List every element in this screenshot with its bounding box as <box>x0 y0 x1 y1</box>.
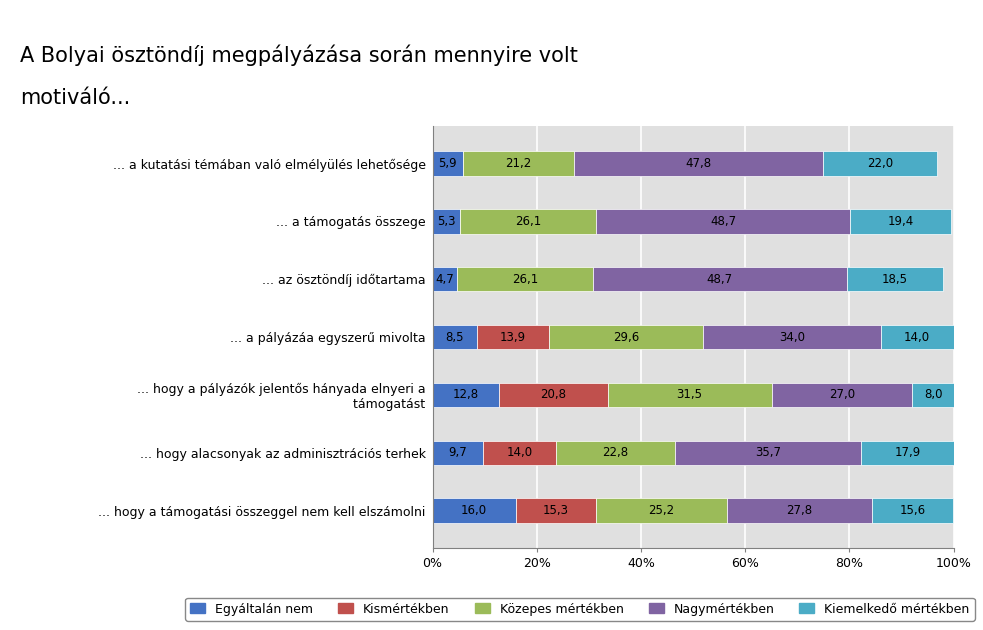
Text: 26,1: 26,1 <box>512 273 538 286</box>
Text: 19,4: 19,4 <box>888 215 913 228</box>
Bar <box>846 267 943 291</box>
Bar <box>463 151 574 176</box>
Bar <box>433 383 499 407</box>
Bar <box>516 498 596 523</box>
Text: 8,5: 8,5 <box>445 331 464 343</box>
Bar <box>596 209 850 234</box>
Bar <box>433 151 463 176</box>
Text: 27,0: 27,0 <box>829 388 855 401</box>
Bar <box>912 383 954 407</box>
Bar <box>433 498 516 523</box>
Bar <box>433 267 457 291</box>
Bar <box>881 325 954 349</box>
Text: 27,8: 27,8 <box>786 504 812 517</box>
Text: 14,0: 14,0 <box>904 331 930 343</box>
Bar <box>861 440 954 465</box>
Bar <box>433 325 477 349</box>
Text: motiváló...: motiváló... <box>20 88 130 108</box>
Bar <box>433 440 483 465</box>
Text: 15,6: 15,6 <box>899 504 925 517</box>
Text: A Bolyai ösztöndíj megpályázása során mennyire volt: A Bolyai ösztöndíj megpályázása során me… <box>20 44 578 66</box>
Bar <box>477 325 549 349</box>
Bar <box>556 440 674 465</box>
Bar <box>772 383 912 407</box>
Text: 34,0: 34,0 <box>779 331 805 343</box>
Text: 5,9: 5,9 <box>438 157 457 170</box>
Text: 9,7: 9,7 <box>448 446 467 459</box>
Text: 48,7: 48,7 <box>707 273 733 286</box>
Bar <box>704 325 881 349</box>
Bar <box>607 383 772 407</box>
Text: 48,7: 48,7 <box>710 215 736 228</box>
Text: 29,6: 29,6 <box>613 331 640 343</box>
Bar <box>499 383 607 407</box>
Bar <box>593 267 846 291</box>
Text: 12,8: 12,8 <box>453 388 479 401</box>
Text: 26,1: 26,1 <box>515 215 542 228</box>
Text: 22,8: 22,8 <box>603 446 628 459</box>
Text: 8,0: 8,0 <box>924 388 943 401</box>
Text: 47,8: 47,8 <box>685 157 712 170</box>
Text: 18,5: 18,5 <box>882 273 908 286</box>
Bar <box>574 151 823 176</box>
Bar <box>850 209 951 234</box>
Bar <box>433 209 460 234</box>
Text: 31,5: 31,5 <box>676 388 703 401</box>
Text: 35,7: 35,7 <box>755 446 781 459</box>
Bar <box>549 325 704 349</box>
Text: 13,9: 13,9 <box>500 331 526 343</box>
Text: 15,3: 15,3 <box>543 504 569 517</box>
Bar <box>457 267 593 291</box>
Text: 14,0: 14,0 <box>506 446 533 459</box>
Text: 4,7: 4,7 <box>435 273 454 286</box>
Bar <box>596 498 726 523</box>
Text: 20,8: 20,8 <box>541 388 566 401</box>
Text: 22,0: 22,0 <box>867 157 894 170</box>
Text: 25,2: 25,2 <box>648 504 674 517</box>
Bar <box>823 151 938 176</box>
Bar <box>726 498 872 523</box>
Text: 16,0: 16,0 <box>461 504 488 517</box>
Text: 21,2: 21,2 <box>505 157 532 170</box>
Bar <box>674 440 861 465</box>
Legend: Egyáltalán nem, Kismértékben, Közepes mértékben, Nagymértékben, Kiemelkedő mérté: Egyáltalán nem, Kismértékben, Közepes mé… <box>185 598 975 621</box>
Bar <box>872 498 953 523</box>
Bar <box>460 209 596 234</box>
Bar <box>483 440 556 465</box>
Text: 5,3: 5,3 <box>437 215 455 228</box>
Text: 17,9: 17,9 <box>895 446 920 459</box>
